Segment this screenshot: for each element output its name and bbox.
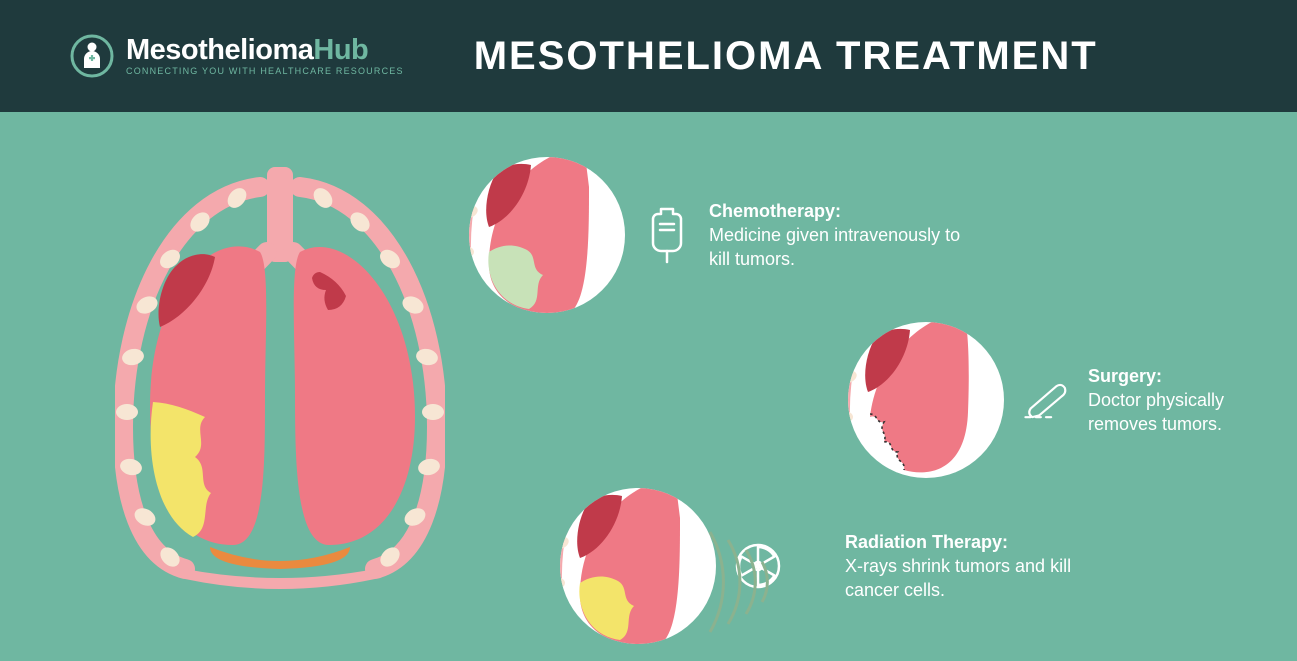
brand-logo: MesotheliomaHub CONNECTING YOU WITH HEAL… <box>70 34 404 78</box>
radiation-title: Radiation Therapy: <box>845 532 1008 552</box>
radiation-circle-illustration <box>560 488 716 644</box>
logo-wordmark: MesotheliomaHub <box>126 36 404 65</box>
treatment-chemo: Chemotherapy: Medicine given intravenous… <box>469 157 979 313</box>
radiation-icon <box>734 537 782 595</box>
radiation-desc: X-rays shrink tumors and kill cancer cel… <box>845 556 1071 600</box>
surgery-circle-illustration <box>848 322 1004 478</box>
lungs-illustration <box>115 167 445 597</box>
treatment-surgery: Surgery: Doctor physically removes tumor… <box>848 322 1297 478</box>
main-panel: Chemotherapy: Medicine given intravenous… <box>0 112 1297 661</box>
treatment-radiation: Radiation Therapy: X-rays shrink tumors … <box>560 488 1115 644</box>
logo-word-right: Hub <box>313 34 368 66</box>
chemo-title: Chemotherapy: <box>709 201 841 221</box>
radiation-text: Radiation Therapy: X-rays shrink tumors … <box>845 530 1115 603</box>
chemo-circle-illustration <box>469 157 625 313</box>
scalpel-icon <box>1022 371 1070 429</box>
iv-bag-icon <box>643 206 691 264</box>
logo-text: MesotheliomaHub CONNECTING YOU WITH HEAL… <box>126 36 404 76</box>
header-bar: MesotheliomaHub CONNECTING YOU WITH HEAL… <box>0 0 1297 112</box>
page-title: MESOTHELIOMA TREATMENT <box>474 34 1098 79</box>
surgery-desc: Doctor physically removes tumors. <box>1088 390 1224 434</box>
logo-icon <box>70 34 114 78</box>
surgery-title: Surgery: <box>1088 366 1162 386</box>
chemo-text: Chemotherapy: Medicine given intravenous… <box>709 199 979 272</box>
logo-word-left: Mesothelioma <box>126 34 313 66</box>
chemo-desc: Medicine given intravenously to kill tum… <box>709 225 960 269</box>
surgery-text: Surgery: Doctor physically removes tumor… <box>1088 364 1297 437</box>
logo-tagline: CONNECTING YOU WITH HEALTHCARE RESOURCES <box>126 67 404 76</box>
